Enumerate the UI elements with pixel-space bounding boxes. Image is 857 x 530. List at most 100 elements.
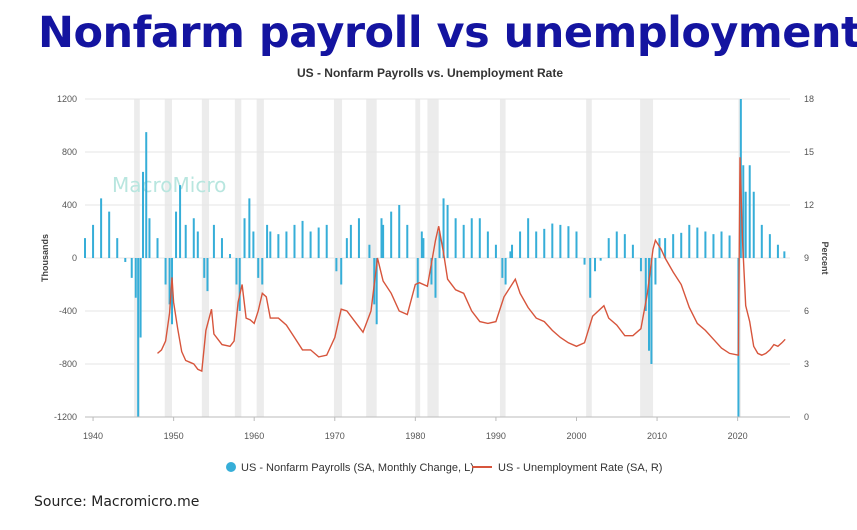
payroll-bar	[130, 258, 133, 278]
x-tick-label: 1960	[244, 431, 264, 441]
right-tick-label: 18	[804, 94, 814, 104]
left-tick-label: 1200	[57, 94, 77, 104]
payroll-bar	[527, 218, 530, 258]
payroll-bar	[583, 258, 586, 265]
payroll-bar	[768, 234, 771, 258]
payroll-bar	[752, 191, 755, 258]
payroll-bar	[349, 224, 352, 258]
payroll-bar	[486, 231, 489, 258]
payroll-bar	[607, 238, 610, 258]
payroll-bar	[229, 254, 232, 258]
payroll-bar	[243, 218, 246, 258]
payroll-bar	[543, 228, 546, 258]
payroll-bar	[203, 258, 206, 278]
payroll-bar	[551, 223, 554, 258]
payroll-bar	[248, 198, 251, 258]
payroll-bar	[422, 238, 425, 258]
payroll-bar	[650, 258, 653, 364]
payroll-bar	[594, 258, 597, 272]
payroll-bar	[196, 231, 199, 258]
payroll-bar	[420, 231, 423, 258]
x-tick-label: 1990	[486, 431, 506, 441]
payroll-bar	[261, 258, 264, 285]
left-tick-label: -1200	[54, 412, 77, 422]
payroll-bar	[720, 231, 723, 258]
payroll-bar	[357, 218, 360, 258]
payroll-bar	[742, 165, 745, 258]
payroll-bar	[252, 231, 255, 258]
payroll-bar	[696, 227, 699, 258]
legend-unemployment-label[interactable]: US - Unemployment Rate (SA, R)	[498, 462, 662, 474]
payroll-bar	[535, 231, 538, 258]
payroll-bar	[589, 258, 592, 298]
payroll-bar	[148, 218, 151, 258]
payroll-bar	[442, 198, 445, 258]
right-tick-label: 12	[804, 200, 814, 210]
payroll-bar	[380, 218, 383, 258]
payroll-bar	[235, 258, 238, 285]
payroll-bar	[615, 231, 618, 258]
payroll-bar	[390, 211, 393, 258]
payroll-bar	[168, 258, 171, 305]
payroll-bar	[206, 258, 209, 292]
payroll-bar	[438, 231, 441, 258]
left-tick-label: 800	[62, 147, 77, 157]
x-tick-label: 2020	[728, 431, 748, 441]
payroll-bar	[672, 234, 675, 258]
payroll-bar	[100, 198, 103, 258]
payrolls-vs-unemployment-chart: US - Nonfarm Payrolls vs. Unemployment R…	[40, 66, 830, 474]
left-tick-label: 400	[62, 200, 77, 210]
legend-payroll-marker[interactable]	[226, 462, 236, 472]
x-tick-label: 1950	[164, 431, 184, 441]
payroll-bar	[760, 224, 763, 258]
payroll-bar	[501, 258, 504, 278]
payroll-bar	[712, 234, 715, 258]
payroll-bar	[108, 211, 111, 258]
right-tick-label: 15	[804, 147, 814, 157]
legend[interactable]: US - Nonfarm Payrolls (SA, Monthly Chang…	[226, 462, 662, 474]
legend-payroll-label[interactable]: US - Nonfarm Payrolls (SA, Monthly Chang…	[241, 462, 474, 474]
payroll-bar	[325, 224, 328, 258]
payroll-bar	[406, 224, 409, 258]
payroll-bar	[783, 251, 786, 258]
x-tick-label: 1980	[405, 431, 425, 441]
x-tick-label: 2000	[566, 431, 586, 441]
payroll-bar	[317, 227, 320, 258]
chart-container: US - Nonfarm Payrolls vs. Unemployment R…	[0, 60, 857, 490]
payroll-bar	[142, 171, 145, 258]
payroll-bar	[137, 258, 140, 417]
payroll-bar	[462, 224, 465, 258]
payroll-bar	[266, 224, 269, 258]
payroll-bar	[776, 244, 779, 258]
payroll-bar	[269, 231, 272, 258]
watermark-text: MacroMicro	[112, 173, 226, 197]
right-axis-ticks: 18 15 12 9 6 3 0	[804, 94, 814, 422]
payroll-bar	[309, 231, 312, 258]
payroll-bar	[567, 226, 570, 258]
right-tick-label: 0	[804, 412, 809, 422]
right-tick-label: 3	[804, 359, 809, 369]
payroll-bar	[664, 238, 667, 258]
page-headline: Nonfarm payroll vs unemployment	[38, 8, 857, 58]
payroll-bar	[519, 231, 522, 258]
payroll-bar	[175, 211, 178, 258]
payroll-bar	[644, 258, 647, 311]
right-axis-label: Percent	[820, 241, 830, 274]
payroll-bar	[139, 258, 142, 338]
payroll-bar	[92, 224, 95, 258]
unemployment-line-group	[157, 157, 786, 373]
payroll-bar	[398, 205, 401, 258]
payroll-bar	[345, 238, 348, 258]
payroll-bar	[478, 218, 481, 258]
payroll-bar	[134, 258, 137, 298]
right-tick-label: 9	[804, 253, 809, 263]
payroll-bar	[382, 224, 385, 258]
payroll-bar	[257, 258, 260, 278]
payroll-bar	[335, 258, 338, 272]
payroll-bar	[192, 218, 195, 258]
unemployment-line	[157, 157, 786, 373]
payroll-bar	[623, 234, 626, 258]
payroll-bar	[654, 258, 657, 285]
payroll-bar	[145, 132, 148, 258]
x-tick-label: 1970	[325, 431, 345, 441]
